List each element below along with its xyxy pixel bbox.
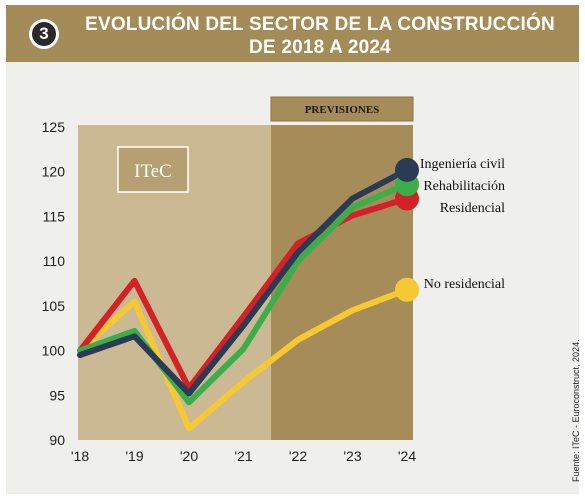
series-label: No residencial bbox=[424, 277, 505, 292]
series-endpoint bbox=[395, 277, 419, 302]
y-tick-label: 90 bbox=[49, 432, 65, 448]
y-tick-label: 125 bbox=[42, 119, 66, 135]
series-label: Rehabilitación bbox=[423, 179, 505, 194]
series-line bbox=[77, 181, 410, 406]
series-line bbox=[77, 166, 410, 397]
forecast-label: PREVISIONES bbox=[305, 104, 380, 116]
y-tick-label: 110 bbox=[43, 253, 66, 269]
title-line-2: DE 2018 A 2024 bbox=[249, 37, 391, 58]
y-tick-label: 100 bbox=[42, 343, 66, 359]
x-tick-label: '22 bbox=[289, 448, 307, 464]
x-axis: '18 '19 '20 '21 '22 '23 '24 bbox=[71, 448, 416, 464]
header-bar: 3 EVOLUCIÓN DEL SECTOR DE LA CONSTRUCCIÓ… bbox=[6, 5, 579, 62]
series-line bbox=[77, 195, 410, 392]
series-endpoint bbox=[395, 157, 419, 182]
series-endpoints bbox=[395, 157, 419, 302]
y-tick-label: 95 bbox=[49, 387, 65, 403]
number-badge: 3 bbox=[29, 19, 59, 49]
x-tick-label: '24 bbox=[398, 448, 416, 464]
series-label: Residencial bbox=[440, 201, 505, 216]
number-badge-label: 3 bbox=[32, 22, 56, 46]
series-labels: Ingeniería civil Rehabilitación Residencia… bbox=[420, 157, 505, 292]
x-tick-label: '19 bbox=[125, 448, 143, 464]
series-lines bbox=[77, 166, 410, 432]
itec-label: ITeC bbox=[134, 161, 172, 182]
series-label: Ingeniería civil bbox=[420, 157, 505, 172]
itec-box bbox=[117, 146, 189, 193]
x-tick-label: '20 bbox=[180, 448, 198, 464]
y-tick-label: 105 bbox=[42, 298, 66, 314]
forecast-header bbox=[270, 96, 414, 122]
source-note: Fuente: ITeC - Euroconstruct, 2024. bbox=[571, 339, 581, 482]
title-line-1: EVOLUCIÓN DEL SECTOR DE LA CONSTRUCCIÓN bbox=[85, 14, 555, 35]
y-tick-label: 115 bbox=[43, 208, 66, 224]
series-line bbox=[77, 286, 410, 432]
x-tick-label: '21 bbox=[234, 448, 252, 464]
y-tick-label: 120 bbox=[42, 164, 66, 180]
x-tick-label: '18 bbox=[71, 448, 89, 464]
x-tick-label: '23 bbox=[343, 448, 361, 464]
forecast-panel bbox=[271, 125, 413, 440]
y-axis: 90 95 100 105 110 115 120 125 bbox=[42, 119, 66, 448]
